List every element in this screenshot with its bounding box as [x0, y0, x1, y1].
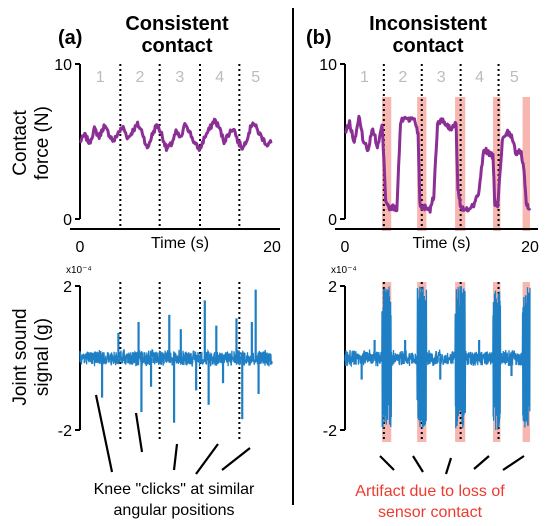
force-chart-consistent: 1 2 3 4 5 0 10 0 20 Time (s) [54, 57, 281, 256]
sound-series-line [344, 286, 531, 430]
force-ylabel-line1: Contact [10, 110, 31, 176]
y-tick-label: 10 [54, 57, 72, 74]
sound-ylabel-line1: Joint sound [10, 308, 31, 405]
annotation-pointer-line [379, 455, 395, 471]
y-tick-label: 2 [328, 279, 337, 296]
highlight-band [493, 97, 501, 231]
x-tick-label: 20 [521, 239, 539, 256]
x-axis-label: Time (s) [412, 235, 470, 252]
panel-b-title-line1: Inconsistent [369, 13, 487, 35]
annotation-a-line2: angular positions [114, 502, 235, 519]
panel-b-letter: (b) [306, 27, 332, 49]
force-ylabel-line2: force (N) [32, 106, 53, 180]
annotation-b-pointers [379, 455, 525, 475]
y-tick-label: 0 [328, 212, 337, 229]
segment-number: 1 [360, 69, 369, 86]
y-multiplier: x10⁻⁴ [66, 265, 92, 276]
y-multiplier: x10⁻⁴ [331, 265, 357, 276]
x-tick-label: 0 [76, 239, 85, 256]
annotation-b-line2: sensor contact [378, 504, 483, 521]
x-tick-label: 0 [341, 239, 350, 256]
y-tick-label: 0 [63, 212, 72, 229]
force-series-line [344, 114, 532, 214]
panel-a-title-line1: Consistent [125, 13, 229, 35]
segment-number: 5 [510, 69, 519, 86]
annotation-pointer-line [221, 447, 251, 471]
segment-number: 1 [96, 69, 105, 86]
sound-series-line [79, 348, 273, 367]
x-tick-label: 20 [263, 239, 281, 256]
sound-ylabel-line2: signal (g) [32, 318, 53, 396]
annotation-pointer-line [412, 455, 424, 473]
annotation-pointer-line [444, 457, 453, 475]
y-tick-label: 2 [63, 279, 72, 296]
segment-number: 3 [175, 69, 184, 86]
annotation-pointer-line [473, 455, 490, 470]
y-tick-label: -2 [58, 423, 72, 440]
x-axis-label: Time (s) [151, 235, 209, 252]
annotation-pointer-line [94, 394, 114, 473]
annotation-a-line1: Knee "clicks" at similar [94, 481, 255, 498]
panel-b-title-line2: contact [392, 35, 463, 57]
segment-number: 3 [437, 69, 446, 86]
segment-number: 4 [475, 69, 484, 86]
annotation-pointer-line [195, 443, 219, 475]
force-chart-inconsistent: 1 2 3 4 5 0 10 0 20 Time (s) [319, 57, 539, 256]
segment-number: 4 [215, 69, 224, 86]
annotation-pointer-line [502, 455, 525, 471]
annotation-b-line1: Artifact due to loss of [355, 483, 505, 500]
highlight-band [382, 97, 392, 231]
force-series-line [79, 117, 273, 152]
segment-number: 5 [251, 69, 260, 86]
y-tick-label: 10 [319, 57, 337, 74]
sound-chart-consistent: -2 2 x10⁻⁴ [58, 265, 273, 442]
annotation-pointer-line [172, 443, 179, 471]
segment-number: 2 [136, 69, 145, 86]
annotation-pointer-line [134, 412, 144, 453]
segment-number: 2 [398, 69, 407, 86]
annotation-a-pointers [94, 394, 251, 475]
y-tick-label: -2 [323, 423, 337, 440]
sound-chart-inconsistent: -2 2 x10⁻⁴ [323, 265, 531, 442]
panel-a-title-line2: contact [141, 35, 212, 57]
highlight-band [522, 97, 530, 231]
panel-a-letter: (a) [58, 27, 82, 49]
